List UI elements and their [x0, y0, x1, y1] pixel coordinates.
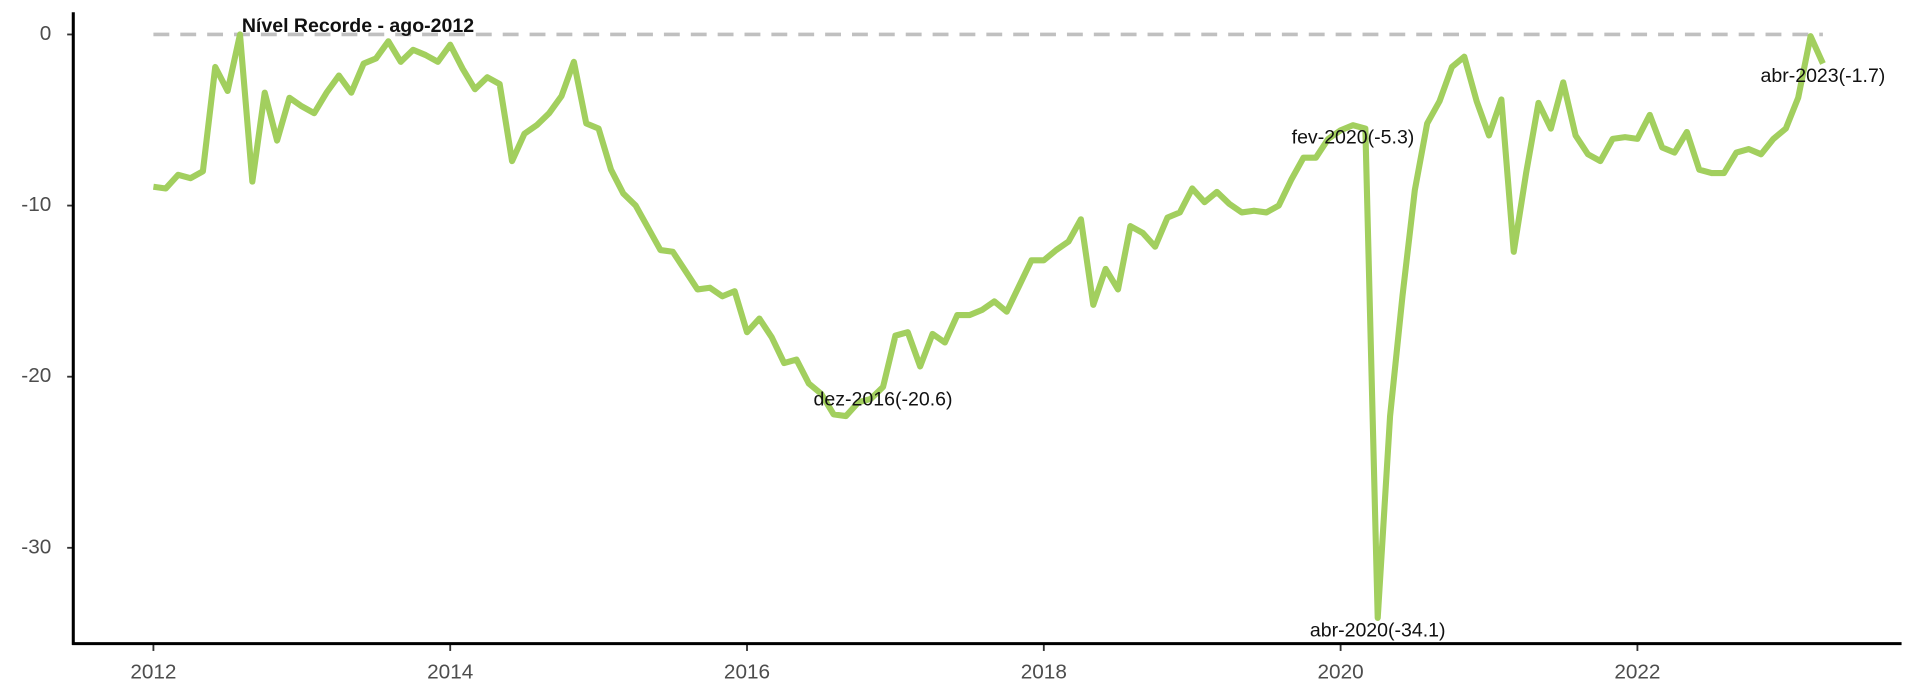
y-tick-label: 0 — [40, 22, 52, 45]
data-line — [152, 31, 1826, 622]
x-tick-label: 2018 — [1021, 660, 1067, 683]
y-tick-label: -20 — [21, 364, 51, 387]
x-tick-label: 2016 — [724, 660, 770, 683]
annotation: dez-2016(-20.6) — [814, 389, 953, 411]
y-tick-label: -30 — [21, 535, 51, 558]
x-tick-label: 2022 — [1614, 660, 1660, 683]
annotation: fev-2020(-5.3) — [1292, 127, 1415, 149]
reference-label: Nível Recorde - ago-2012 — [242, 15, 474, 37]
annotation: abr-2023(-1.7) — [1760, 65, 1885, 87]
x-tick-label: 2012 — [130, 660, 176, 683]
x-tick-label: 2020 — [1318, 660, 1364, 683]
annotation: abr-2020(-34.1) — [1310, 620, 1446, 642]
y-tick-label: -10 — [21, 193, 51, 216]
x-tick-label: 2014 — [427, 660, 473, 683]
